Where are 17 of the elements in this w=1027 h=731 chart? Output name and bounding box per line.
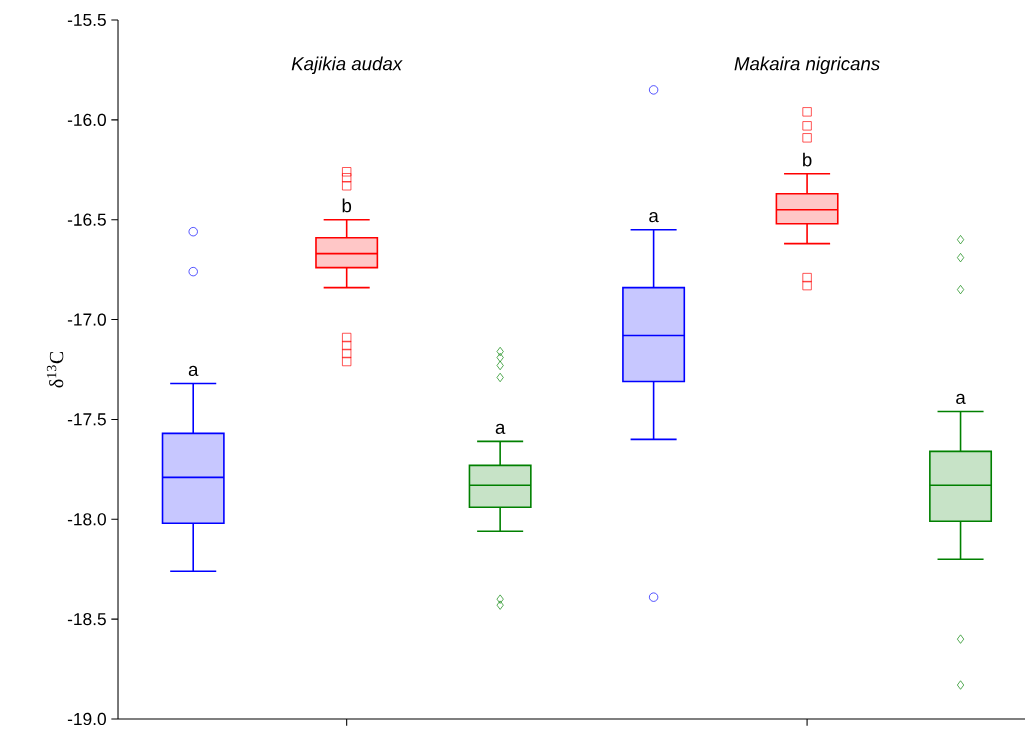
annotation: b [342, 198, 352, 213]
y-tick-label: -16.0 [67, 113, 106, 126]
y-axis-title: δ$^{13}$C [46, 351, 64, 388]
y-tick-label: -15.5 [67, 13, 106, 27]
annotation: Makaira nigricans [734, 56, 880, 75]
annotation: a [956, 393, 966, 405]
annotation: a [188, 365, 199, 377]
y-tick-label: -17.5 [67, 413, 106, 426]
y-tick-label: -17.0 [67, 313, 106, 326]
y-tick-label: -18.5 [67, 612, 106, 626]
annotation: Kajikia audax [291, 56, 403, 75]
annotation: a [649, 212, 659, 223]
annotation: a [495, 423, 506, 435]
y-tick-label: -19.0 [67, 712, 106, 726]
annotation: b [803, 152, 812, 167]
y-tick-label: -18.0 [67, 513, 106, 526]
y-tick-label: -16.5 [67, 213, 106, 226]
